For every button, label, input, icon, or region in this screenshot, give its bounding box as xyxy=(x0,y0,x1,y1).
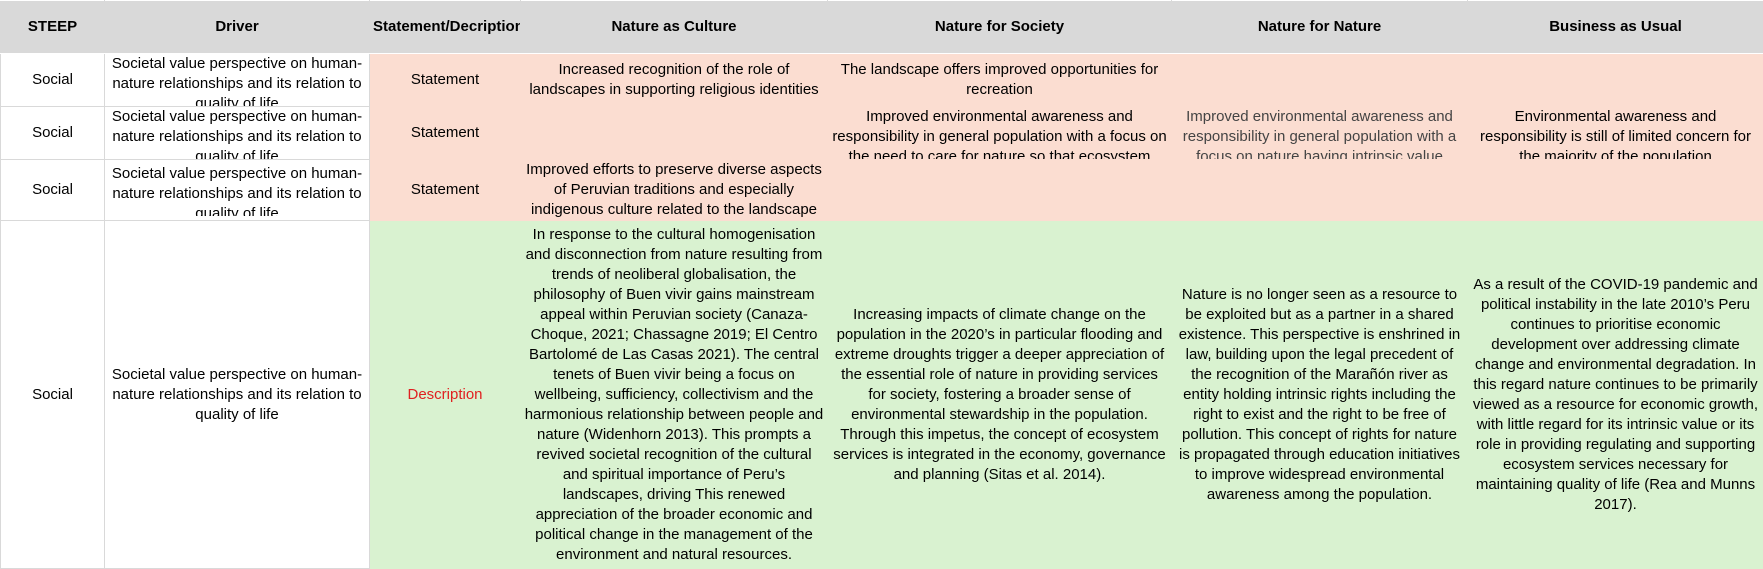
culture-cell: In response to the cultural homogenisati… xyxy=(521,221,828,569)
society-cell: Improved environmental awareness and res… xyxy=(828,107,1172,160)
header-nature-for-nature: Nature for Nature xyxy=(1172,1,1468,54)
header-nature-as-culture: Nature as Culture xyxy=(521,1,828,54)
driver-text: Societal value perspective on human-natu… xyxy=(108,164,366,216)
business-cell: As a result of the COVID-19 pandemic and… xyxy=(1468,221,1763,569)
society-cell xyxy=(828,160,1172,221)
steep-cell: Social xyxy=(1,160,105,221)
type-cell: Description xyxy=(370,221,521,569)
table-row: Social Societal value perspective on hum… xyxy=(1,160,1763,221)
business-text: Environmental awareness and responsibili… xyxy=(1471,107,1760,159)
type-cell: Statement xyxy=(370,107,521,160)
culture-cell: Improved efforts to preserve diverse asp… xyxy=(521,160,828,221)
nature-text: Improved environmental awareness and res… xyxy=(1175,107,1464,159)
driver-text: Societal value perspective on human-natu… xyxy=(108,54,366,106)
driver-cell: Societal value perspective on human-natu… xyxy=(105,107,370,160)
header-row: STEEP Driver Statement/Decription Nature… xyxy=(1,1,1763,54)
culture-text: Improved efforts to preserve diverse asp… xyxy=(524,160,824,220)
business-cell: Environmental awareness and responsibili… xyxy=(1468,107,1763,160)
driver-cell: Societal value perspective on human-natu… xyxy=(105,160,370,221)
business-cell xyxy=(1468,160,1763,221)
table-row: Social Societal value perspective on hum… xyxy=(1,54,1763,107)
table-row: Social Societal value perspective on hum… xyxy=(1,107,1763,160)
business-cell xyxy=(1468,54,1763,107)
nature-cell: Improved environmental awareness and res… xyxy=(1172,107,1468,160)
society-text: The landscape offers improved opportunit… xyxy=(831,60,1168,100)
driver-text: Societal value perspective on human-natu… xyxy=(108,365,366,425)
header-driver: Driver xyxy=(105,1,370,54)
nature-cell xyxy=(1172,160,1468,221)
header-steep: STEEP xyxy=(1,1,105,54)
culture-cell xyxy=(521,107,828,160)
society-cell: Increasing impacts of climate change on … xyxy=(828,221,1172,569)
society-cell: The landscape offers improved opportunit… xyxy=(828,54,1172,107)
culture-cell: Increased recognition of the role of lan… xyxy=(521,54,828,107)
steep-cell: Social xyxy=(1,107,105,160)
nature-cell: Nature is no longer seen as a resource t… xyxy=(1172,221,1468,569)
type-cell: Statement xyxy=(370,54,521,107)
driver-cell: Societal value perspective on human-natu… xyxy=(105,54,370,107)
society-text: Improved environmental awareness and res… xyxy=(831,107,1168,159)
header-statement-description: Statement/Decription xyxy=(370,1,521,54)
table-row: Social Societal value perspective on hum… xyxy=(1,221,1763,569)
header-nature-for-society: Nature for Society xyxy=(828,1,1172,54)
steep-cell: Social xyxy=(1,221,105,569)
steep-cell: Social xyxy=(1,54,105,107)
header-business-as-usual: Business as Usual xyxy=(1468,1,1763,54)
nature-cell xyxy=(1172,54,1468,107)
culture-text: Increased recognition of the role of lan… xyxy=(524,60,824,100)
driver-cell: Societal value perspective on human-natu… xyxy=(105,221,370,569)
type-cell: Statement xyxy=(370,160,521,221)
driver-text: Societal value perspective on human-natu… xyxy=(108,107,366,159)
